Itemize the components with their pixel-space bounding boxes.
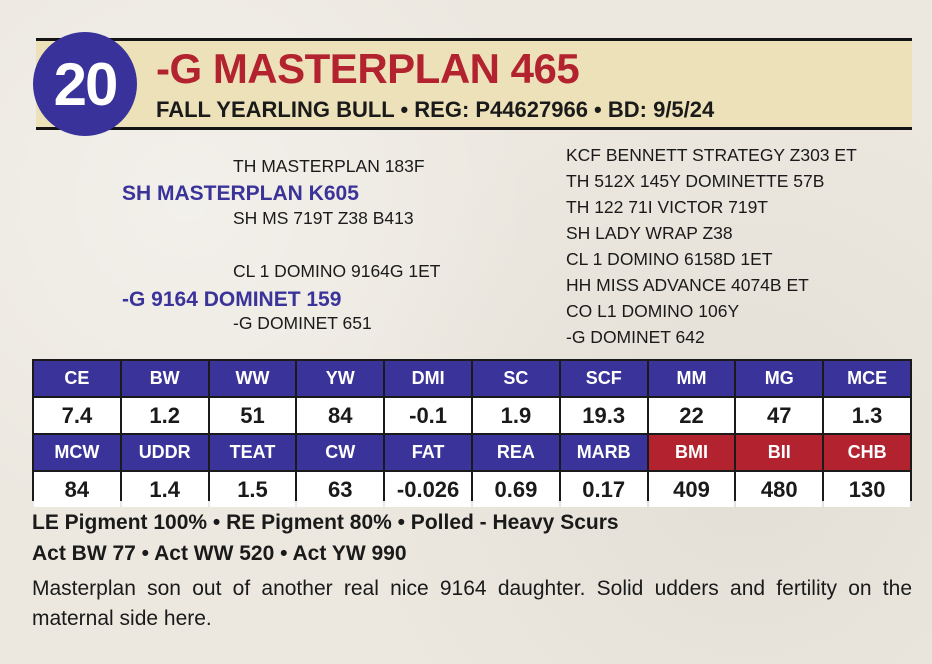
epd-value-mce: 1.3: [824, 398, 910, 433]
pedigree-sire: SH MASTERPLAN K605: [122, 182, 359, 205]
epd-value-yw: 84: [297, 398, 384, 433]
pedigree-ancestor: TH 512X 145Y DOMINETTE 57B: [566, 171, 825, 191]
epd-header-cw: CW: [297, 435, 384, 470]
index-header-chb: CHB: [824, 435, 910, 470]
epd-value-mg: 47: [736, 398, 823, 433]
pedigree-dam: -G 9164 DOMINET 159: [122, 288, 342, 311]
epd-header-ww: WW: [209, 361, 296, 396]
epd-value-fat: -0.026: [385, 472, 471, 507]
epd-header-sc: SC: [473, 361, 559, 396]
epd-header-fat: FAT: [385, 435, 471, 470]
index-value-bii: 480: [736, 472, 823, 507]
pedigree-ancestor: CO L1 DOMINO 106Y: [566, 301, 740, 321]
epd-header-ce: CE: [34, 361, 120, 396]
pedigree-sire-dam: SH MS 719T Z38 B413: [233, 208, 414, 228]
epd-table: CE BW WW YW DMI SC SCF MM MG MCE 7.4 1.2…: [32, 359, 912, 507]
epd-value-rea: 0.69: [473, 472, 559, 507]
header-band: [36, 38, 912, 130]
index-header-bmi: BMI: [648, 435, 735, 470]
epd-header-teat: TEAT: [209, 435, 296, 470]
epd-value-mcw: 84: [34, 472, 120, 507]
pedigree-dam-sire: CL 1 DOMINO 9164G 1ET: [233, 261, 441, 281]
epd-header-mg: MG: [736, 361, 823, 396]
index-value-chb: 130: [824, 472, 910, 507]
epd-header-mcw: MCW: [34, 435, 120, 470]
epd-value-ce: 7.4: [34, 398, 120, 433]
epd-value-cw: 63: [297, 472, 384, 507]
epd-header-uddr: UDDR: [121, 435, 208, 470]
index-value-bmi: 409: [648, 472, 735, 507]
lot-subtitle: FALL YEARLING BULL • REG: P44627966 • BD…: [156, 97, 715, 122]
lot-comments: Masterplan son out of another real nice …: [32, 577, 912, 630]
epd-header-rea: REA: [473, 435, 559, 470]
epd-header-dmi: DMI: [385, 361, 471, 396]
epd-header-mm: MM: [648, 361, 735, 396]
epd-value-ww: 51: [209, 398, 296, 433]
epd-header-yw: YW: [297, 361, 384, 396]
epd-header-marb: MARB: [560, 435, 647, 470]
pedigree-ancestor: CL 1 DOMINO 6158D 1ET: [566, 249, 773, 269]
epd-header-scf: SCF: [560, 361, 647, 396]
epd-value-teat: 1.5: [209, 472, 296, 507]
pedigree-dam-dam: -G DOMINET 651: [233, 313, 372, 333]
epd-header-mce: MCE: [824, 361, 910, 396]
epd-value-uddr: 1.4: [121, 472, 208, 507]
epd-header-bw: BW: [121, 361, 208, 396]
epd-value-dmi: -0.1: [385, 398, 471, 433]
pedigree-sire-sire: TH MASTERPLAN 183F: [233, 156, 425, 176]
epd-value-marb: 0.17: [560, 472, 647, 507]
pedigree-ancestor: SH LADY WRAP Z38: [566, 223, 733, 243]
actual-weights: Act BW 77 • Act WW 520 • Act YW 990: [32, 542, 407, 565]
lot-name: -G MASTERPLAN 465: [156, 45, 580, 92]
lot-number: 20: [53, 50, 119, 118]
index-header-bii: BII: [736, 435, 823, 470]
pedigree-ancestor: TH 122 71I VICTOR 719T: [566, 197, 768, 217]
epd-value-bw: 1.2: [121, 398, 208, 433]
pedigree-ancestor: -G DOMINET 642: [566, 327, 705, 347]
lot-number-badge: 20: [33, 32, 137, 136]
pedigree-ancestor: HH MISS ADVANCE 4074B ET: [566, 275, 809, 295]
epd-value-scf: 19.3: [560, 398, 647, 433]
epd-value-sc: 1.9: [473, 398, 559, 433]
phenotype-notes: LE Pigment 100% • RE Pigment 80% • Polle…: [32, 511, 619, 534]
pedigree-ancestor: KCF BENNETT STRATEGY Z303 ET: [566, 145, 857, 165]
epd-value-mm: 22: [648, 398, 735, 433]
